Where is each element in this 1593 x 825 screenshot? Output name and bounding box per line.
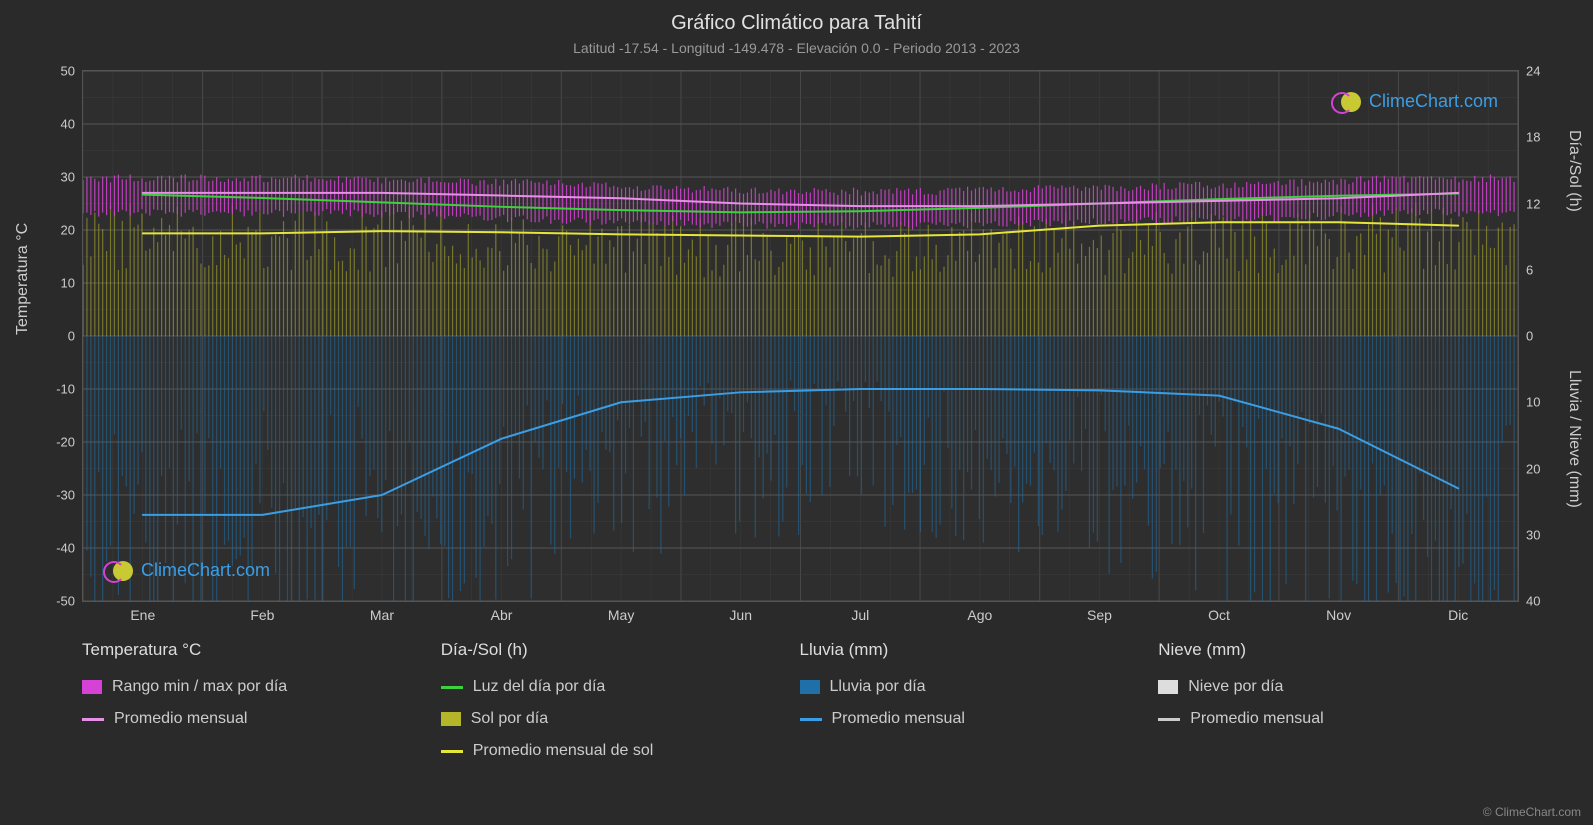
plot-svg	[83, 71, 1518, 601]
legend-label: Promedio mensual de sol	[473, 742, 654, 760]
plot-area: ClimeChart.com ClimeChart.com 5040302010…	[82, 70, 1519, 602]
legend-column: Nieve (mm) Nieve por día Promedio mensual	[1158, 640, 1517, 760]
y-left-tick: -50	[56, 594, 83, 609]
y-axis-right-top-label: Día-/Sol (h)	[1565, 130, 1583, 212]
legend-item: Promedio mensual	[1158, 710, 1517, 728]
legend-item: Promedio mensual	[800, 710, 1159, 728]
legend-header: Temperatura °C	[82, 640, 441, 660]
y-right-top-tick: 12	[1518, 196, 1540, 211]
legend-swatch-icon	[1158, 680, 1178, 694]
x-tick: Feb	[250, 601, 274, 623]
legend-label: Nieve por día	[1188, 678, 1283, 696]
legend-swatch-icon	[82, 680, 102, 694]
legend-item: Lluvia por día	[800, 678, 1159, 696]
x-tick: Ago	[967, 601, 992, 623]
legend-swatch-icon	[441, 686, 463, 689]
chart-title: Gráfico Climático para Tahití	[0, 12, 1593, 35]
legend-swatch-icon	[82, 718, 104, 721]
legend-label: Promedio mensual	[832, 710, 965, 728]
y-left-tick: -40	[56, 541, 83, 556]
legend-label: Promedio mensual	[114, 710, 247, 728]
y-left-tick: -20	[56, 435, 83, 450]
x-tick: Ene	[130, 601, 155, 623]
legend-item: Promedio mensual de sol	[441, 742, 800, 760]
y-right-top-tick: 6	[1518, 262, 1533, 277]
y-axis-right-bottom-label: Lluvia / Nieve (mm)	[1565, 370, 1583, 508]
y-right-top-tick: 24	[1518, 64, 1540, 79]
legend-swatch-icon	[441, 712, 461, 726]
legend-header: Lluvia (mm)	[800, 640, 1159, 660]
legend-item: Rango min / max por día	[82, 678, 441, 696]
legend: Temperatura °C Rango min / max por día Pro…	[82, 640, 1517, 760]
y-left-tick: 50	[61, 64, 83, 79]
chart-subtitle: Latitud -17.54 - Longitud -149.478 - Ele…	[0, 40, 1593, 56]
y-right-bottom-tick: 40	[1518, 594, 1540, 609]
legend-swatch-icon	[800, 680, 820, 694]
legend-label: Lluvia por día	[830, 678, 926, 696]
copyright-text: © ClimeChart.com	[1483, 805, 1581, 819]
legend-label: Luz del día por día	[473, 678, 606, 696]
y-right-bottom-tick: 20	[1518, 461, 1540, 476]
legend-header: Día-/Sol (h)	[441, 640, 800, 660]
legend-label: Sol por día	[471, 710, 548, 728]
x-tick: Mar	[370, 601, 394, 623]
y-right-bottom-tick: 10	[1518, 395, 1540, 410]
y-left-tick: 30	[61, 170, 83, 185]
legend-swatch-icon	[800, 718, 822, 721]
legend-swatch-icon	[1158, 718, 1180, 721]
x-tick: Oct	[1208, 601, 1230, 623]
legend-header: Nieve (mm)	[1158, 640, 1517, 660]
x-tick: Jun	[729, 601, 752, 623]
x-tick: Sep	[1087, 601, 1112, 623]
y-right-top-tick: 0	[1518, 329, 1533, 344]
x-tick: Nov	[1326, 601, 1351, 623]
y-axis-left-label: Temperatura °C	[14, 223, 32, 335]
legend-column: Lluvia (mm) Lluvia por día Promedio mensua…	[800, 640, 1159, 760]
y-left-tick: -10	[56, 382, 83, 397]
legend-label: Rango min / max por día	[112, 678, 287, 696]
legend-item: Nieve por día	[1158, 678, 1517, 696]
legend-column: Día-/Sol (h) Luz del día por día Sol por d…	[441, 640, 800, 760]
legend-item: Sol por día	[441, 710, 800, 728]
x-tick: May	[608, 601, 634, 623]
y-right-bottom-tick: 30	[1518, 527, 1540, 542]
legend-label: Promedio mensual	[1190, 710, 1323, 728]
legend-item: Luz del día por día	[441, 678, 800, 696]
x-tick: Dic	[1448, 601, 1468, 623]
y-left-tick: -30	[56, 488, 83, 503]
legend-column: Temperatura °C Rango min / max por día Pro…	[82, 640, 441, 760]
y-left-tick: 0	[68, 329, 83, 344]
y-left-tick: 20	[61, 223, 83, 238]
legend-swatch-icon	[441, 750, 463, 753]
climate-chart-container: { "title": "Gráfico Climático para Tahit…	[0, 0, 1593, 825]
y-right-top-tick: 18	[1518, 130, 1540, 145]
x-tick: Jul	[851, 601, 869, 623]
y-left-tick: 10	[61, 276, 83, 291]
legend-item: Promedio mensual	[82, 710, 441, 728]
y-left-tick: 40	[61, 117, 83, 132]
x-tick: Abr	[491, 601, 513, 623]
